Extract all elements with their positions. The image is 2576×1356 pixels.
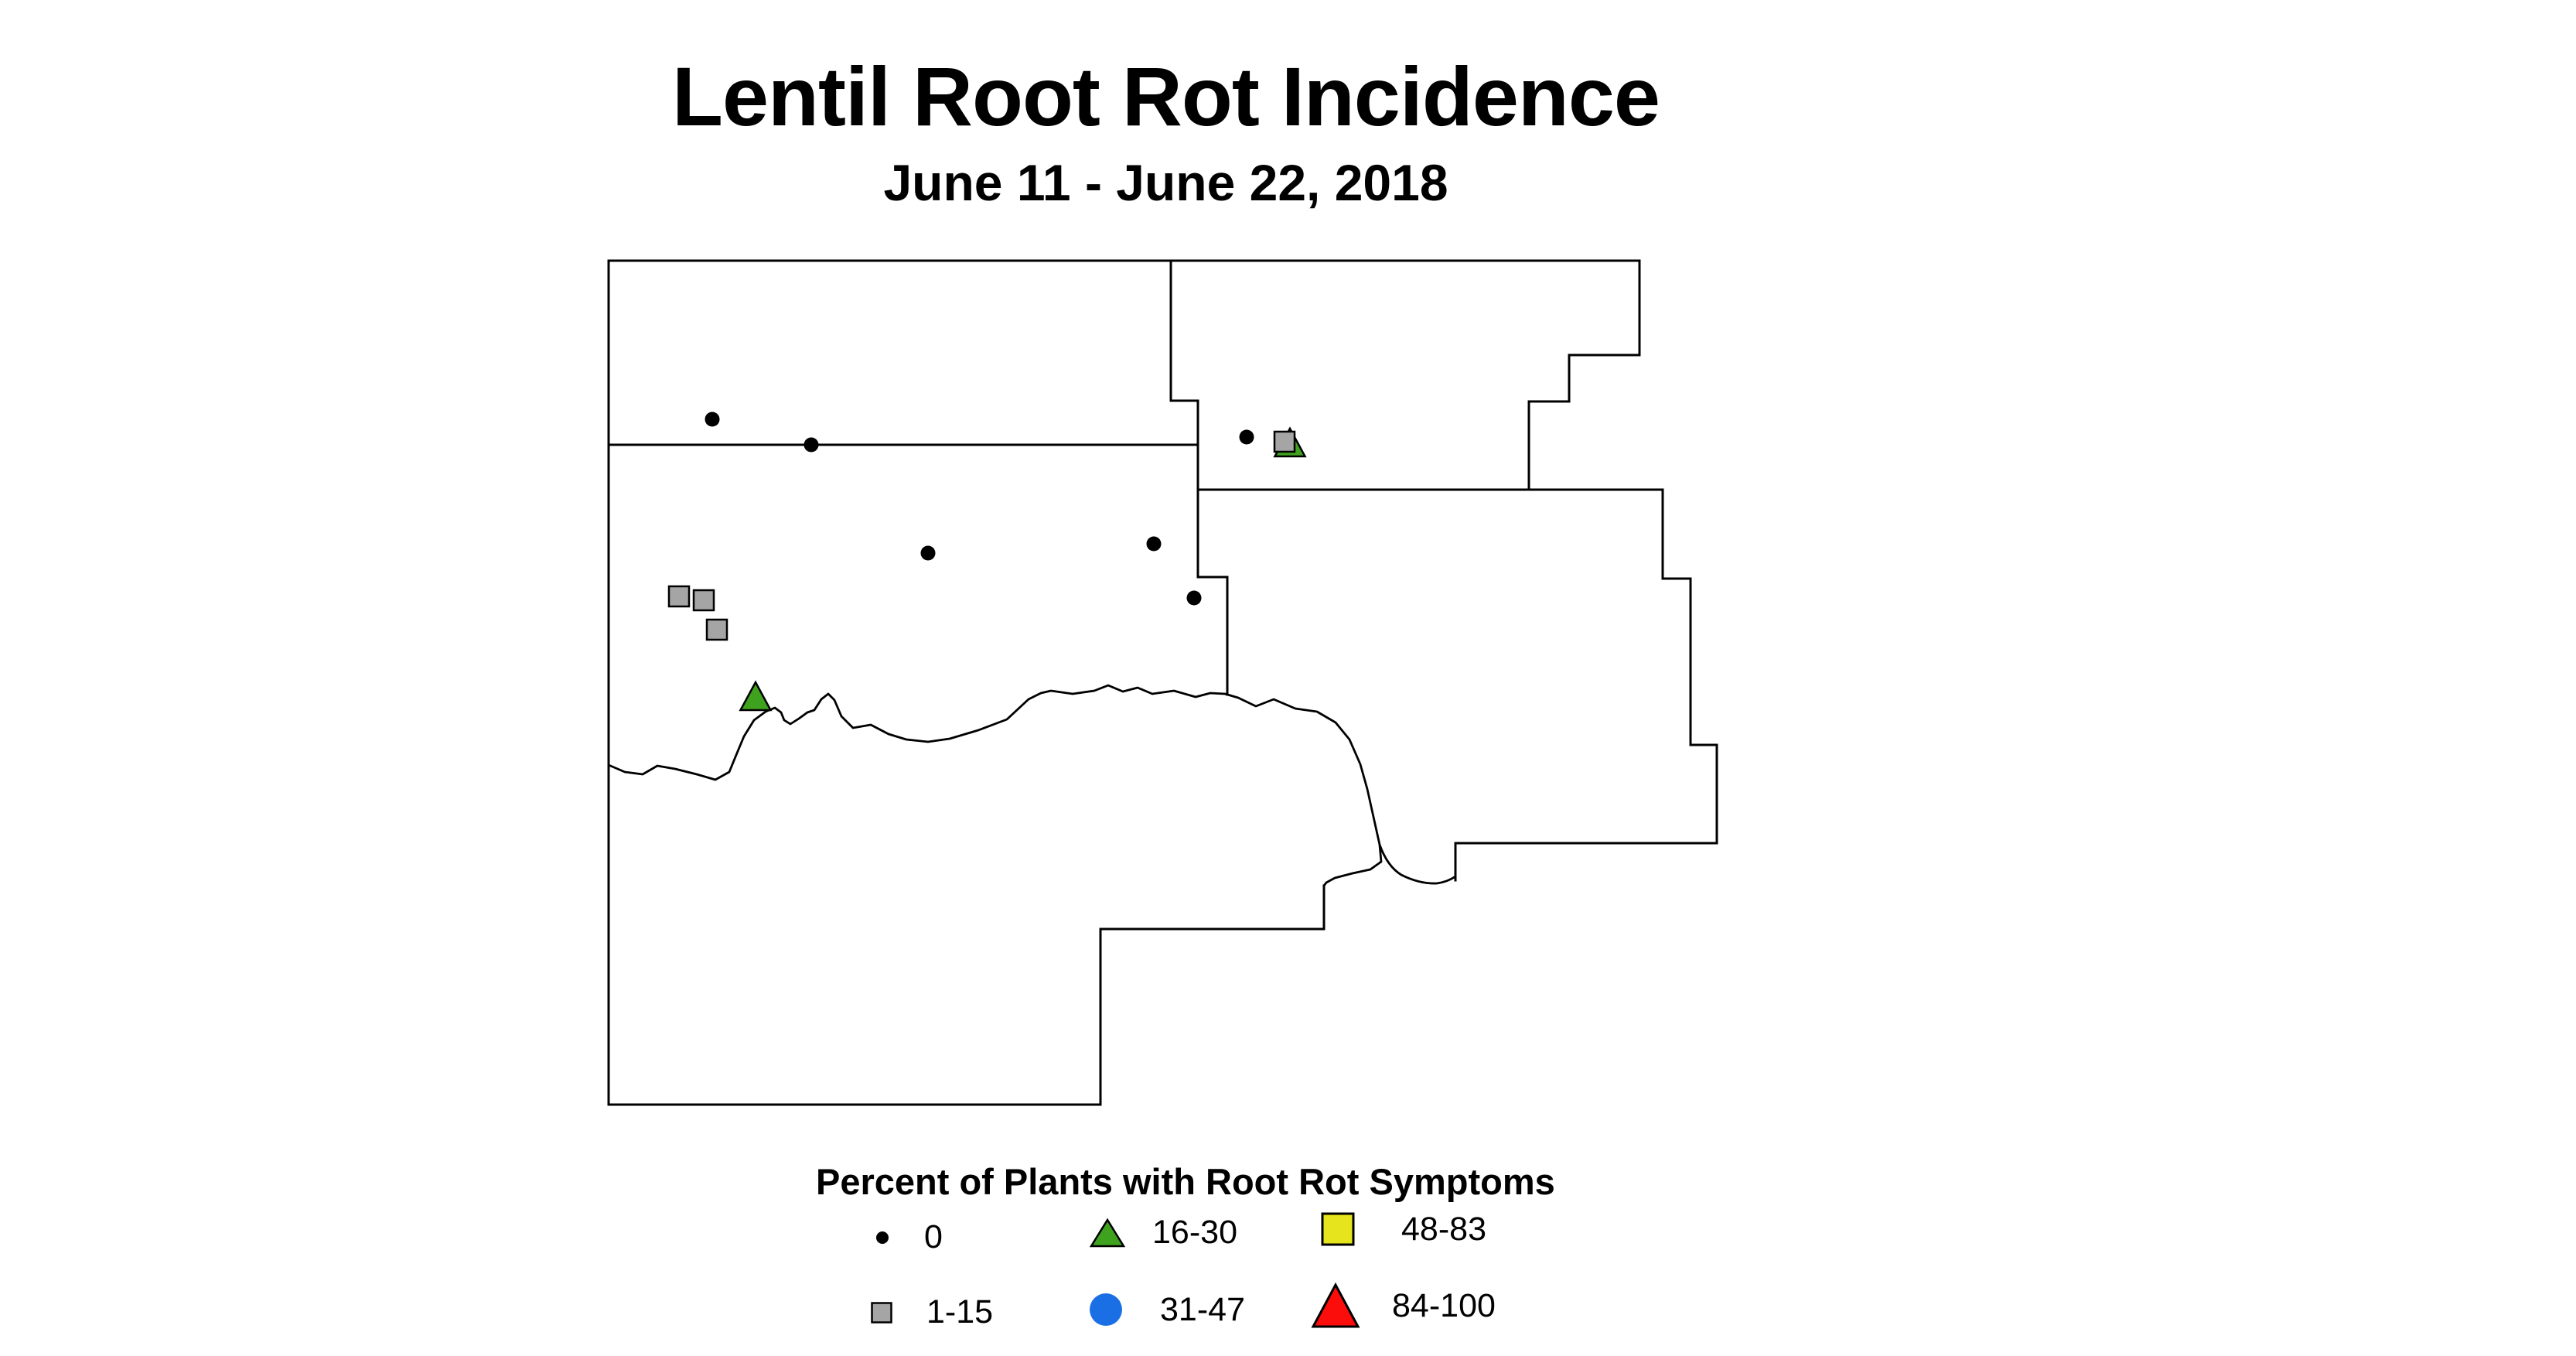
county-boundary-southeast	[1196, 488, 1718, 882]
map-marker-square	[692, 589, 715, 612]
map-marker-square	[705, 618, 728, 641]
map-markers-layer	[667, 412, 1307, 712]
map-marker-dot	[1239, 429, 1254, 445]
county-boundary-vertical-center	[1169, 259, 1229, 696]
county-boundary-northeast	[1527, 259, 1641, 491]
map-marker-dot	[804, 437, 819, 453]
map-marker-dot	[1186, 590, 1202, 606]
map-marker-square	[667, 585, 691, 608]
map-title: Lentil Root Rot Incidence	[671, 50, 1660, 143]
map-marker-dot	[1146, 536, 1162, 552]
county-boundary-outer-west	[607, 259, 1641, 1106]
map-marker-square	[1273, 430, 1296, 453]
river-boundary-south-branch	[1378, 843, 1457, 885]
river-boundary	[607, 684, 1383, 887]
map-marker-triangle	[739, 680, 773, 712]
map-subtitle: June 11 - June 22, 2018	[883, 154, 1448, 211]
map-marker-dot	[705, 412, 720, 427]
map-marker-dot	[920, 545, 936, 561]
